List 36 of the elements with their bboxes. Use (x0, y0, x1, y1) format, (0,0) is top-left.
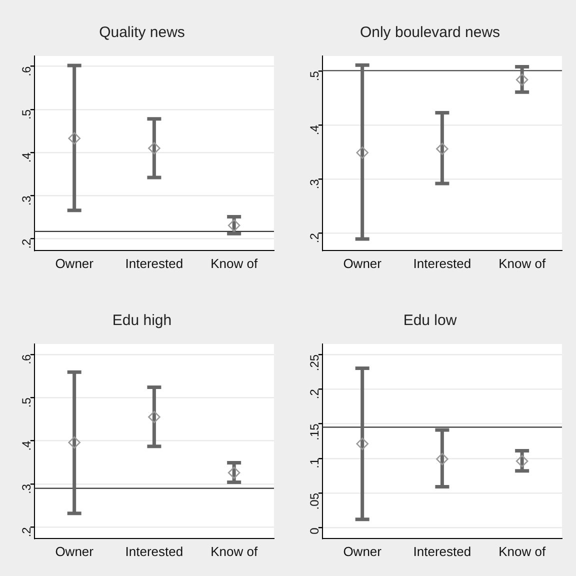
y-tick-label: 0 (308, 527, 322, 534)
x-tick-label: Owner (343, 544, 382, 559)
y-tick-label: .5 (308, 70, 322, 82)
chart-title: Edu low (403, 312, 457, 330)
chart-title: Only boulevard news (360, 24, 500, 42)
y-tick-label: .5 (20, 109, 34, 120)
x-tick-label: Interested (413, 544, 472, 559)
y-tick-label: .15 (308, 423, 322, 440)
y-tick-label: .5 (20, 397, 34, 408)
y-tick-label: .4 (20, 152, 34, 163)
x-tick-label: Owner (343, 256, 382, 271)
x-tick-label: Interested (125, 256, 184, 271)
y-tick-label: .25 (308, 354, 322, 372)
x-tick-label: Know of (210, 256, 258, 271)
chart-title: Quality news (99, 24, 185, 42)
y-tick-label: .4 (308, 124, 322, 136)
x-tick-label: Interested (125, 544, 184, 559)
x-tick-label: Know of (498, 544, 546, 559)
chart-title: Edu high (112, 312, 172, 330)
y-tick-label: .3 (20, 195, 34, 206)
y-tick-label: .05 (308, 492, 322, 510)
x-tick-label: Owner (55, 256, 94, 271)
y-tick-label: .2 (20, 238, 34, 249)
y-tick-label: .4 (20, 440, 34, 451)
x-tick-label: Interested (413, 256, 472, 271)
y-tick-label: .2 (20, 526, 34, 538)
y-tick-label: .2 (308, 388, 322, 400)
x-tick-label: Know of (210, 544, 258, 559)
x-tick-label: Know of (498, 256, 546, 271)
y-tick-label: .1 (308, 458, 322, 468)
y-tick-label: .3 (308, 178, 322, 190)
y-tick-label: .6 (20, 354, 34, 364)
x-tick-label: Owner (55, 544, 94, 559)
y-tick-label: .2 (308, 232, 322, 244)
y-tick-label: .6 (20, 66, 34, 76)
y-tick-label: .3 (20, 484, 34, 494)
